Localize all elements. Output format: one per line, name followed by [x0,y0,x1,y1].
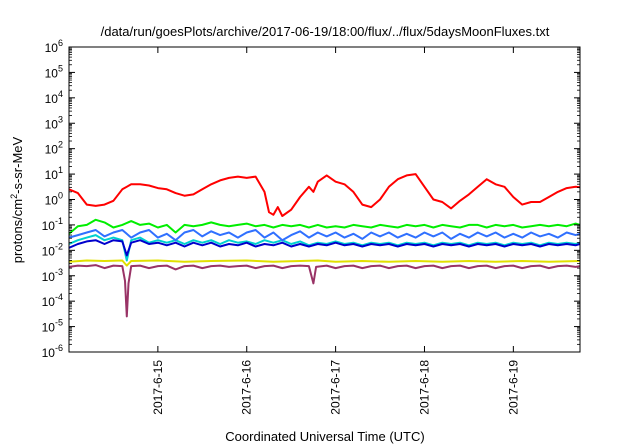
y-tick-label: 105 [45,63,63,80]
y-tick-label: 106 [45,38,63,55]
y-tick-label: 10-2 [42,241,63,258]
y-tick-label: 104 [45,89,63,106]
series-line [69,218,580,235]
x-tick-label: 2017-6-17 [329,360,343,415]
y-tick-label: 101 [45,165,63,182]
chart-title: /data/run/goesPlots/archive/2017-06-19/1… [101,24,550,39]
y-tick-label: 10-1 [42,216,63,233]
y-axis-label-prefix: protons/cm [10,199,25,263]
series-line [69,259,580,267]
y-tick-label: 10-5 [42,318,63,335]
x-tick-label: 2017-6-19 [506,360,520,415]
y-tick-label: 103 [45,114,63,131]
y-axis: 10-6 10-5 10-4 10-3 10-2 10-1 100 101 102 103 104 1… [42,38,580,360]
series-line [69,264,580,318]
y-axis-label-superscript: 2 [9,194,19,199]
y-tick-label: 100 [45,191,63,208]
x-tick-label: 2017-6-16 [240,360,254,415]
y-tick-label: 10-4 [42,292,63,309]
series-line [69,234,580,262]
x-tick-label: 2017-6-18 [417,360,431,415]
plot-frame [68,46,581,353]
series-line [69,239,580,257]
y-axis-label-suffix: -s-sr-MeV [10,136,25,193]
series-line [69,173,580,217]
series-group [69,173,580,318]
series-line [69,229,580,242]
y-axis-label: protons/cm2-s-sr-MeV [9,136,25,263]
x-axis: 2017-6-15 2017-6-16 2017-6-17 2017-6-18 2017… [151,47,520,415]
y-tick-label: 102 [45,140,63,157]
x-axis-label: Coordinated Universal Time (UTC) [225,429,424,444]
x-tick-label: 2017-6-15 [151,360,165,415]
y-tick-label: 10-6 [42,343,63,360]
y-tick-label: 10-3 [42,267,63,284]
